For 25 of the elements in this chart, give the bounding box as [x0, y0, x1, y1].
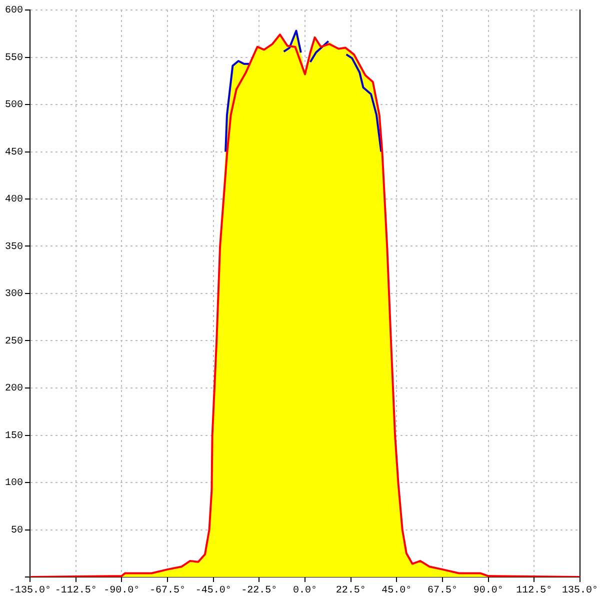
x-tick-label: -90.0° — [104, 586, 140, 597]
x-tick-label: 22.5° — [336, 586, 366, 597]
x-tick-label: 67.5° — [427, 586, 458, 597]
y-tick-label: 400 — [4, 194, 23, 206]
y-tick-label: 100 — [4, 478, 23, 490]
x-tick-label: -112.5° — [54, 586, 97, 597]
y-tick-label: 250 — [4, 336, 23, 348]
y-tick-label: 550 — [4, 52, 23, 64]
x-tick-label: 0.0° — [292, 586, 318, 597]
y-tick-label: 300 — [4, 289, 23, 300]
x-tick-label: -45.0° — [195, 586, 232, 597]
y-tick-label: 50 — [10, 525, 23, 536]
x-tick-label: 45.0° — [382, 586, 412, 597]
y-tick-label: 200 — [4, 384, 23, 395]
y-tick-label: 150 — [4, 430, 23, 442]
y-tick-label: 450 — [4, 147, 23, 158]
y-tick-label: 600 — [4, 6, 23, 17]
x-tick-label: -67.5° — [149, 586, 186, 597]
x-tick-label: 90.0° — [473, 586, 504, 597]
x-tick-label: -135.0° — [8, 586, 52, 597]
x-tick-label: -22.5° — [241, 586, 278, 597]
x-tick-label: 135.0° — [562, 586, 598, 597]
y-tick-label: 350 — [4, 242, 23, 253]
y-tick-label: 500 — [4, 100, 23, 112]
x-tick-label: 112.5° — [516, 586, 552, 597]
